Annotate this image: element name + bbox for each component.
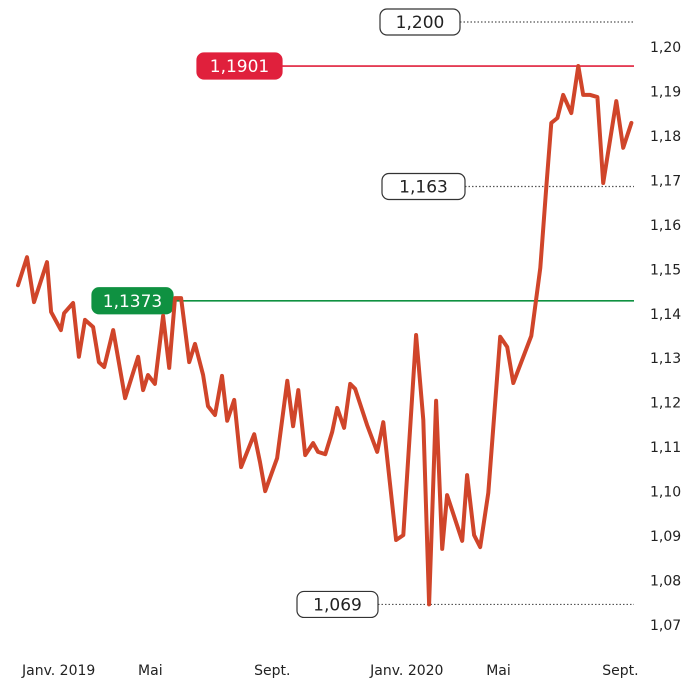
y-tick-label: 1,08	[650, 574, 681, 590]
y-tick-label: 1,20	[650, 40, 681, 56]
y-tick-label: 1,11	[650, 440, 681, 456]
annotation-label: 1,200	[396, 13, 445, 33]
y-tick-label: 1,13	[650, 351, 681, 367]
annotation-label: 1,163	[399, 178, 448, 198]
annotation-label: 1,1373	[103, 292, 162, 312]
y-tick-label: 1,19	[650, 84, 681, 100]
annotation-label: 1,1901	[210, 57, 269, 77]
y-tick-label: 1,07	[650, 618, 681, 634]
y-tick-label: 1,16	[650, 218, 681, 234]
annotation-box	[379, 8, 461, 36]
x-tick-label: Mai	[138, 663, 163, 679]
x-tick-label: Janv. 2020	[369, 663, 443, 679]
y-tick-label: 1,12	[650, 396, 681, 412]
x-tick-label: Janv. 2019	[21, 663, 95, 679]
x-tick-label: Sept.	[602, 663, 638, 679]
y-tick-label: 1,09	[650, 529, 681, 545]
y-tick-label: 1,14	[650, 307, 681, 323]
price-line	[16, 64, 634, 607]
annotation-box	[196, 52, 283, 80]
annotation-box	[296, 590, 379, 619]
y-tick-label: 1,17	[650, 173, 681, 189]
x-tick-label: Mai	[486, 663, 511, 679]
annotation-label: 1,069	[313, 595, 362, 615]
x-tick-label: Sept.	[254, 663, 290, 679]
y-tick-label: 1,15	[650, 262, 681, 278]
y-tick-label: 1,10	[650, 485, 681, 501]
annotation-box	[381, 172, 466, 201]
y-tick-label: 1,18	[650, 129, 681, 145]
